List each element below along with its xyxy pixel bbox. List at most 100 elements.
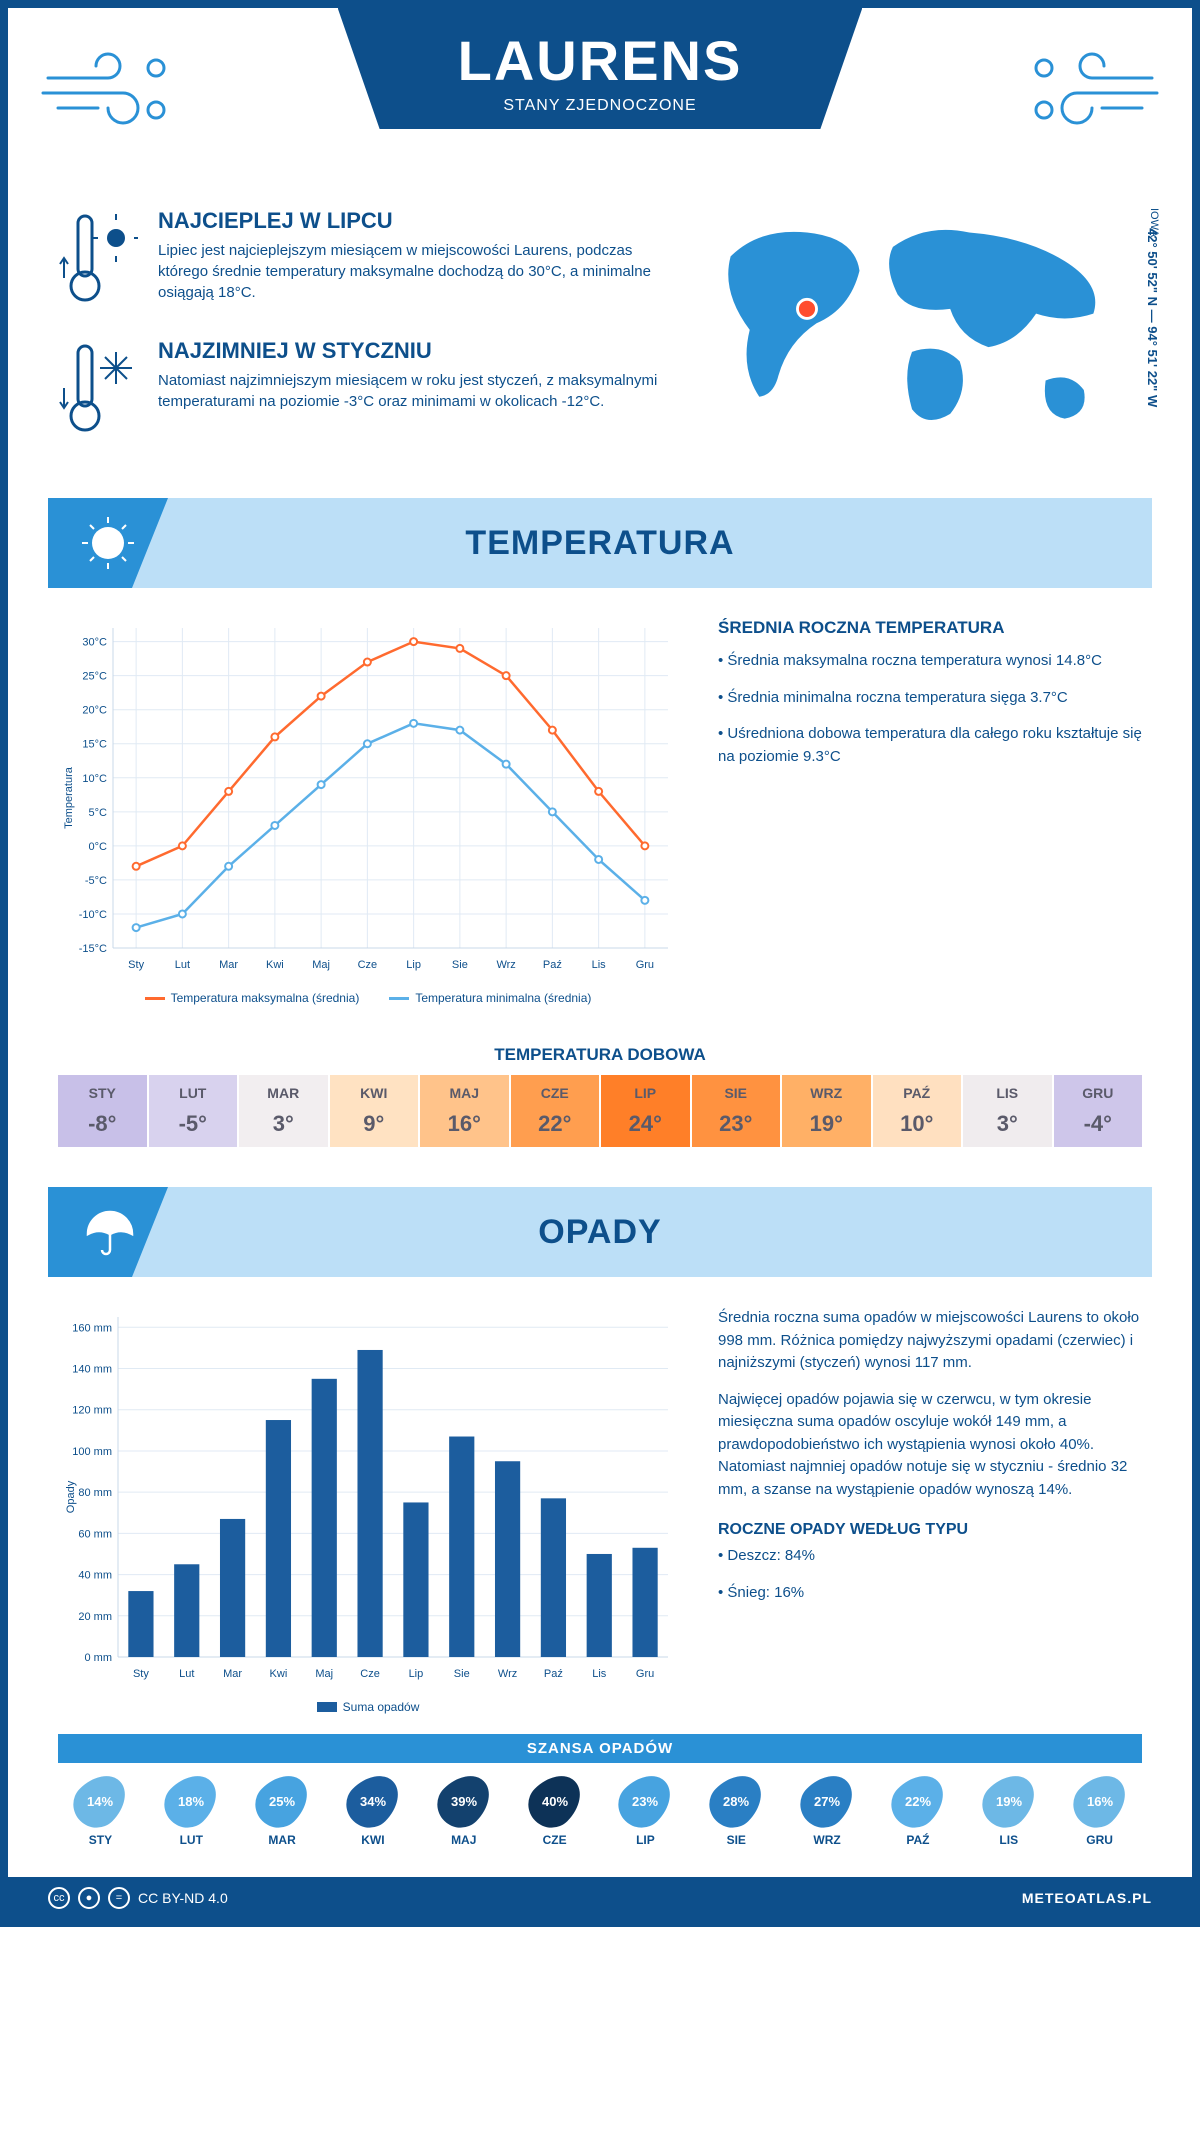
precipitation-body: 0 mm20 mm40 mm60 mm80 mm100 mm120 mm140 … <box>8 1277 1192 1734</box>
world-map-icon <box>702 208 1122 448</box>
wind-decoration-left <box>38 38 178 138</box>
precip-type-rain: • Deszcz: 84% <box>718 1545 1142 1568</box>
svg-text:20°C: 20°C <box>82 705 107 717</box>
precip-p1: Średnia roczna suma opadów w miejscowośc… <box>718 1307 1142 1375</box>
precip-chance-drops: 14%STY18%LUT25%MAR34%KWI39%MAJ40%CZE23%L… <box>58 1773 1142 1847</box>
footer: cc ● = CC BY-ND 4.0 METEOATLAS.PL <box>8 1877 1192 1919</box>
svg-text:Wrz: Wrz <box>496 959 515 971</box>
precipitation-section-header: OPADY <box>48 1187 1152 1277</box>
svg-text:Kwi: Kwi <box>270 1668 288 1680</box>
precip-chance-title: SZANSA OPADÓW <box>58 1734 1142 1763</box>
svg-text:Mar: Mar <box>219 959 238 971</box>
daily-cell: STY-8° <box>58 1075 147 1147</box>
temperature-line-chart: -15°C-10°C-5°C0°C5°C10°C15°C20°C25°C30°C… <box>58 618 678 978</box>
location-marker-icon <box>797 299 816 318</box>
warmest-fact: NAJCIEPLEJ W LIPCU Lipiec jest najcieple… <box>58 208 662 308</box>
svg-text:Sty: Sty <box>133 1668 149 1680</box>
title-banner: LAURENS STANY ZJEDNOCZONE <box>338 8 863 129</box>
legend-tmax: Temperatura maksymalna (średnia) <box>171 991 360 1005</box>
chance-drop: 27%WRZ <box>785 1773 870 1847</box>
svg-text:Lip: Lip <box>409 1668 424 1680</box>
svg-text:5°C: 5°C <box>89 807 108 819</box>
svg-text:Lip: Lip <box>406 959 421 971</box>
svg-text:Lis: Lis <box>592 959 607 971</box>
daily-cell: SIE23° <box>692 1075 781 1147</box>
svg-text:160 mm: 160 mm <box>72 1322 112 1334</box>
chance-drop: 22%PAŹ <box>876 1773 961 1847</box>
svg-text:25°C: 25°C <box>82 671 107 683</box>
wind-decoration-right <box>1022 38 1162 138</box>
legend-precip: Suma opadów <box>343 1700 420 1714</box>
by-icon: ● <box>78 1887 100 1909</box>
coldest-title: NAJZIMNIEJ W STYCZNIU <box>158 338 662 364</box>
country-subtitle: STANY ZJEDNOCZONE <box>458 97 743 115</box>
svg-text:Lis: Lis <box>592 1668 607 1680</box>
daily-cell: WRZ19° <box>782 1075 871 1147</box>
license-block: cc ● = CC BY-ND 4.0 <box>48 1887 228 1909</box>
daily-cell: CZE22° <box>511 1075 600 1147</box>
daily-cell: MAR3° <box>239 1075 328 1147</box>
chance-drop: 25%MAR <box>240 1773 325 1847</box>
svg-text:15°C: 15°C <box>82 739 107 751</box>
warmest-title: NAJCIEPLEJ W LIPCU <box>158 208 662 234</box>
annual-temp-title: ŚREDNIA ROCZNA TEMPERATURA <box>718 618 1142 638</box>
cc-icon: cc <box>48 1887 70 1909</box>
coordinates-label: 42° 50' 52" N — 94° 51' 22" W <box>1145 228 1160 407</box>
svg-text:Paź: Paź <box>543 959 562 971</box>
svg-text:Maj: Maj <box>312 959 330 971</box>
svg-text:Cze: Cze <box>358 959 378 971</box>
svg-text:10°C: 10°C <box>82 773 107 785</box>
license-text: CC BY-ND 4.0 <box>138 1890 228 1906</box>
temperature-chart: -15°C-10°C-5°C0°C5°C10°C15°C20°C25°C30°C… <box>58 618 678 1005</box>
warmest-text: Lipiec jest najcieplejszym miesiącem w m… <box>158 240 662 303</box>
chance-drop: 40%CZE <box>512 1773 597 1847</box>
svg-text:40 mm: 40 mm <box>78 1570 112 1582</box>
svg-text:Sie: Sie <box>452 959 468 971</box>
svg-text:100 mm: 100 mm <box>72 1446 112 1458</box>
daily-cell: LUT-5° <box>149 1075 238 1147</box>
svg-text:0°C: 0°C <box>89 841 108 853</box>
svg-text:Opady: Opady <box>65 1480 77 1513</box>
world-map-block: IOWA 42° 50' 52" N — 94° 51' 22" W <box>702 208 1142 468</box>
annual-temp-b2: • Średnia minimalna roczna temperatura s… <box>718 687 1142 710</box>
city-title: LAURENS <box>458 28 743 93</box>
svg-text:-5°C: -5°C <box>85 875 107 887</box>
precipitation-legend: Suma opadów <box>58 1700 678 1714</box>
annual-temp-b3: • Uśredniona dobowa temperatura dla całe… <box>718 723 1142 768</box>
daily-cell: KWI9° <box>330 1075 419 1147</box>
svg-text:120 mm: 120 mm <box>72 1405 112 1417</box>
svg-text:Lut: Lut <box>175 959 190 971</box>
chance-drop: 39%MAJ <box>421 1773 506 1847</box>
intro-facts: NAJCIEPLEJ W LIPCU Lipiec jest najcieple… <box>58 208 662 468</box>
daily-cell: MAJ16° <box>420 1075 509 1147</box>
coldest-text: Natomiast najzimniejszym miesiącem w rok… <box>158 370 662 412</box>
coldest-fact: NAJZIMNIEJ W STYCZNIU Natomiast najzimni… <box>58 338 662 438</box>
brand-text: METEOATLAS.PL <box>1022 1890 1152 1906</box>
daily-cell: GRU-4° <box>1054 1075 1143 1147</box>
svg-text:Maj: Maj <box>315 1668 333 1680</box>
daily-cell: LIP24° <box>601 1075 690 1147</box>
legend-tmin: Temperatura minimalna (średnia) <box>415 991 591 1005</box>
chance-drop: 16%GRU <box>1057 1773 1142 1847</box>
daily-temp-grid: STY-8°LUT-5°MAR3°KWI9°MAJ16°CZE22°LIP24°… <box>58 1075 1142 1147</box>
svg-text:Sie: Sie <box>454 1668 470 1680</box>
precipitation-title: OPADY <box>538 1213 661 1252</box>
svg-text:80 mm: 80 mm <box>78 1487 112 1499</box>
precip-type-snow: • Śnieg: 16% <box>718 1582 1142 1605</box>
daily-temp-title: TEMPERATURA DOBOWA <box>8 1045 1192 1065</box>
svg-text:Temperatura: Temperatura <box>63 766 75 829</box>
nd-icon: = <box>108 1887 130 1909</box>
precip-type-title: ROCZNE OPADY WEDŁUG TYPU <box>718 1521 1142 1539</box>
chance-drop: 18%LUT <box>149 1773 234 1847</box>
svg-text:-10°C: -10°C <box>79 909 107 921</box>
svg-text:Mar: Mar <box>223 1668 242 1680</box>
chance-drop: 34%KWI <box>331 1773 416 1847</box>
chance-drop: 23%LIP <box>603 1773 688 1847</box>
temperature-body: -15°C-10°C-5°C0°C5°C10°C15°C20°C25°C30°C… <box>8 588 1192 1035</box>
temperature-annual-text: ŚREDNIA ROCZNA TEMPERATURA • Średnia mak… <box>718 618 1142 1005</box>
svg-text:-15°C: -15°C <box>79 943 107 955</box>
svg-text:Lut: Lut <box>179 1668 194 1680</box>
precip-type-block: ROCZNE OPADY WEDŁUG TYPU • Deszcz: 84% •… <box>718 1521 1142 1604</box>
chance-drop: 19%LIS <box>966 1773 1051 1847</box>
chance-drop: 14%STY <box>58 1773 143 1847</box>
